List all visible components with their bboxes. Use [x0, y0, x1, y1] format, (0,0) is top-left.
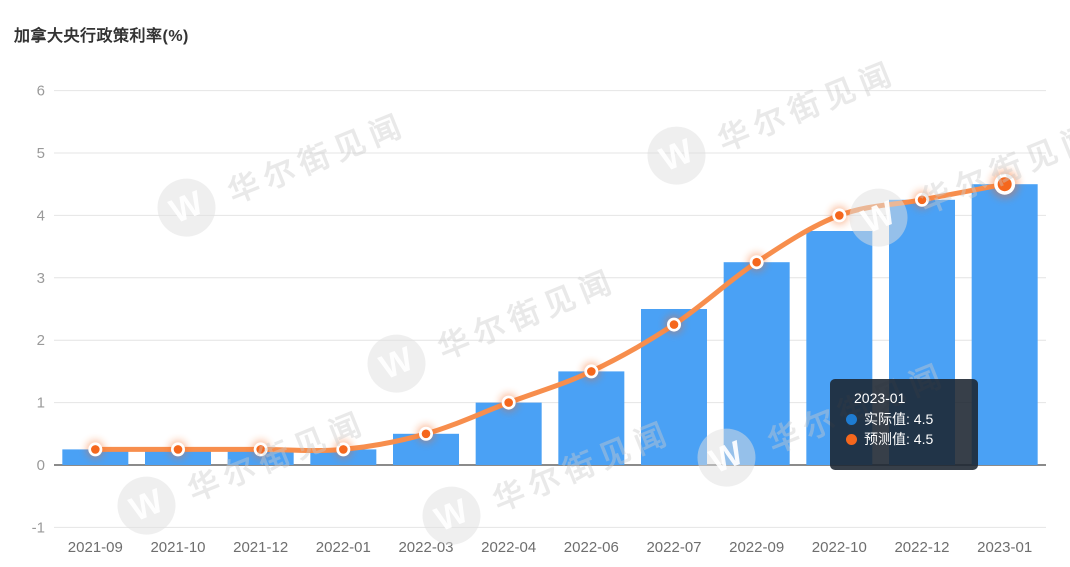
bar-2022-09[interactable]: [723, 262, 790, 465]
actual-series-dot-icon: [846, 413, 857, 425]
line-marker-2022-06[interactable]: [587, 367, 596, 376]
y-tick-label: 4: [37, 207, 45, 224]
line-marker-2021-09[interactable]: [91, 445, 100, 454]
x-tick-label: 2022-06: [564, 539, 619, 556]
bar-2022-06[interactable]: [558, 371, 625, 465]
bar-2023-01[interactable]: [971, 184, 1038, 465]
line-marker-2023-01[interactable]: [997, 177, 1012, 192]
tooltip-forecast-row: 预测值: 4.5: [846, 429, 968, 449]
x-tick-label: 2022-03: [398, 539, 453, 556]
x-tick-label: 2021-09: [68, 539, 123, 556]
tooltip-forecast-text: 预测值: 4.5: [864, 431, 934, 447]
tooltip-actual-text: 实际值: 4.5: [864, 411, 934, 427]
line-marker-2022-09[interactable]: [752, 257, 761, 267]
y-tick-label: 1: [37, 395, 45, 412]
y-tick-label: 6: [37, 83, 45, 100]
y-tick-label: 5: [37, 145, 45, 162]
line-marker-2022-01[interactable]: [339, 445, 348, 454]
chart-tooltip: 2023-01 实际值: 4.5 预测值: 4.5: [830, 379, 978, 470]
line-marker-2021-12[interactable]: [256, 445, 265, 454]
x-tick-label: 2022-10: [812, 539, 867, 556]
line-marker-2022-10[interactable]: [835, 211, 844, 220]
x-tick-label: 2021-10: [150, 539, 205, 556]
forecast-series-dot-icon: [846, 433, 857, 445]
x-tick-label: 2022-12: [894, 539, 949, 556]
line-marker-2022-03[interactable]: [421, 429, 431, 439]
line-marker-2022-07[interactable]: [669, 320, 679, 329]
tooltip-date: 2023-01: [854, 390, 906, 406]
y-tick-label: 2: [37, 332, 45, 349]
line-marker-2021-10[interactable]: [173, 445, 183, 454]
x-tick-label: 2022-01: [316, 539, 371, 556]
x-tick-label: 2023-01: [977, 539, 1032, 556]
y-tick-label: -1: [32, 519, 45, 536]
line-marker-2022-04[interactable]: [504, 398, 513, 407]
line-marker-2022-12[interactable]: [917, 195, 927, 205]
x-tick-label: 2022-04: [481, 539, 536, 556]
tooltip-actual-row: 实际值: 4.5: [846, 409, 968, 429]
y-tick-label: 0: [37, 457, 45, 474]
x-tick-label: 2022-07: [646, 539, 701, 556]
chart-title: 加拿大央行政策利率(%): [14, 28, 189, 45]
x-tick-label: 2022-09: [729, 539, 784, 556]
x-tick-label: 2021-12: [233, 539, 288, 556]
y-tick-label: 3: [37, 270, 45, 287]
